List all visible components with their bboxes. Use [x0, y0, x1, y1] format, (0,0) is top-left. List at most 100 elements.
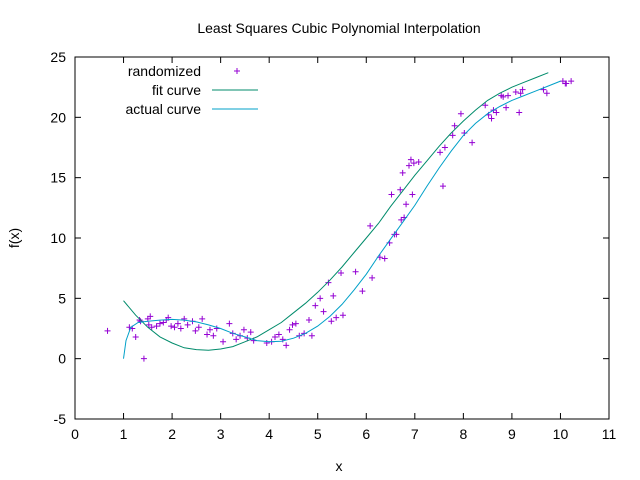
y-tick-label: 5 [58, 290, 66, 306]
data-point [381, 255, 388, 262]
data-point [482, 102, 489, 109]
data-point [439, 183, 446, 190]
data-point [568, 78, 575, 85]
y-tick-label: 15 [50, 170, 66, 186]
legend-label: actual curve [126, 101, 202, 117]
legend-label: fit curve [152, 82, 201, 98]
data-point [500, 93, 507, 100]
data-point [305, 317, 312, 324]
series-layer [104, 72, 575, 362]
x-tick-label: 1 [120, 426, 128, 442]
y-tick-label: 20 [50, 109, 66, 125]
data-point [289, 321, 296, 328]
x-tick-label: 9 [508, 426, 516, 442]
data-point [233, 336, 240, 343]
data-point [519, 86, 526, 93]
data-point [204, 331, 211, 338]
data-point [325, 279, 332, 286]
data-point [272, 333, 279, 340]
data-point [240, 326, 247, 333]
x-tick-label: 2 [168, 426, 176, 442]
data-point [488, 115, 495, 122]
data-point [563, 80, 570, 87]
data-point [410, 160, 417, 167]
data-point [140, 355, 147, 362]
data-point [153, 323, 160, 330]
data-point [317, 295, 324, 302]
data-point [181, 315, 188, 322]
y-tick-label: 10 [50, 230, 66, 246]
y-tick-label: -5 [54, 411, 67, 427]
data-point [451, 122, 458, 129]
y-tick-label: 0 [58, 351, 66, 367]
data-point [210, 332, 217, 339]
data-point [369, 274, 376, 281]
data-point [339, 312, 346, 319]
data-point [220, 338, 227, 345]
data-point [308, 332, 315, 339]
data-point [449, 132, 456, 139]
x-tick-label: 11 [602, 426, 617, 442]
x-tick-label: 4 [265, 426, 273, 442]
data-point [441, 144, 448, 151]
data-point [407, 156, 414, 163]
data-point [147, 313, 154, 320]
data-point [437, 149, 444, 156]
data-point [275, 331, 282, 338]
data-point [174, 320, 181, 327]
data-point [359, 288, 366, 295]
data-point [320, 308, 327, 315]
data-point [199, 315, 206, 322]
data-point [263, 339, 270, 346]
data-point [137, 318, 144, 325]
data-point [192, 327, 199, 334]
data-point [338, 269, 345, 276]
data-point [132, 333, 139, 340]
x-axis-label: x [336, 458, 343, 474]
data-point [195, 324, 202, 331]
data-point [493, 109, 500, 116]
y-tick-label: 25 [50, 49, 66, 65]
data-point [512, 88, 519, 95]
chart-title: Least Squares Cubic Polynomial Interpola… [197, 20, 480, 36]
data-point [543, 90, 550, 97]
data-point [156, 320, 163, 327]
data-point [206, 326, 213, 333]
data-point [286, 326, 293, 333]
data-point [283, 342, 290, 349]
y-axis-label: f(x) [6, 228, 22, 248]
data-point [516, 109, 523, 116]
data-point [177, 325, 184, 332]
legend-label: randomized [128, 63, 201, 79]
data-point [330, 292, 337, 299]
data-point [397, 186, 404, 193]
data-point [409, 191, 416, 198]
series-line-fit-curve [123, 72, 549, 351]
data-point [333, 314, 340, 321]
x-tick-label: 7 [411, 426, 419, 442]
data-point [104, 327, 111, 334]
data-point [148, 324, 155, 331]
x-tick-label: 8 [459, 426, 467, 442]
legend: randomized fit curve actual curve [126, 63, 258, 117]
x-tick-label: 6 [362, 426, 370, 442]
data-point [403, 201, 410, 208]
data-point [457, 110, 464, 117]
data-point [505, 92, 512, 99]
legend-swatch-point [234, 68, 240, 74]
x-tick-label: 10 [553, 426, 569, 442]
data-point [312, 302, 319, 309]
data-point [168, 323, 175, 330]
data-point [226, 320, 233, 327]
data-point [328, 318, 335, 325]
data-point [213, 325, 220, 332]
data-point [503, 104, 510, 111]
data-point [517, 90, 524, 97]
data-point [415, 158, 422, 165]
data-point [279, 336, 286, 343]
x-tick-label: 5 [314, 426, 322, 442]
data-point [399, 169, 406, 176]
